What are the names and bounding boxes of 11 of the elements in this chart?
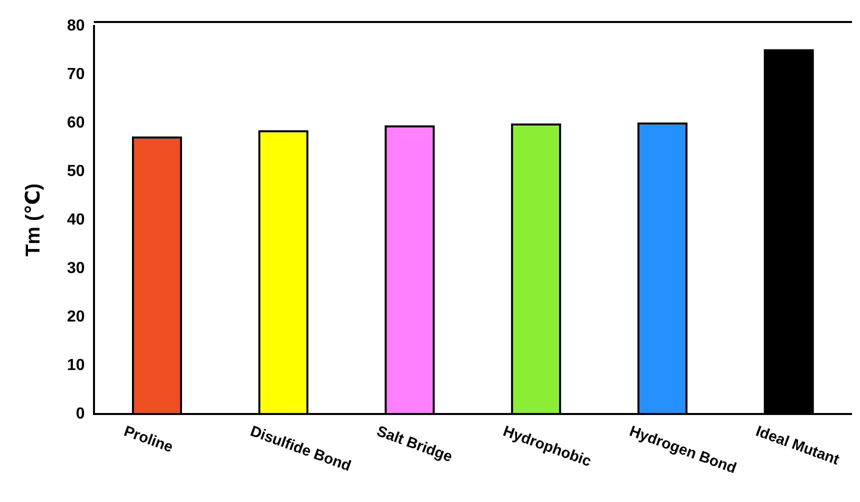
y-tick-label: 40 xyxy=(67,211,85,228)
y-tick-label: 10 xyxy=(67,356,85,374)
y-tick-label: 60 xyxy=(67,114,85,132)
y-tick-label: 50 xyxy=(67,162,85,180)
y-tick-label: 20 xyxy=(67,308,85,326)
y-axis-title: Tm (℃) xyxy=(22,183,45,257)
y-tick-label: 30 xyxy=(67,260,85,277)
y-tick-label: 70 xyxy=(67,66,85,83)
x-tick-label: Salt Bridge xyxy=(374,422,455,466)
y-tick-label: 80 xyxy=(67,17,85,34)
y-tick-label: 0 xyxy=(76,405,85,422)
